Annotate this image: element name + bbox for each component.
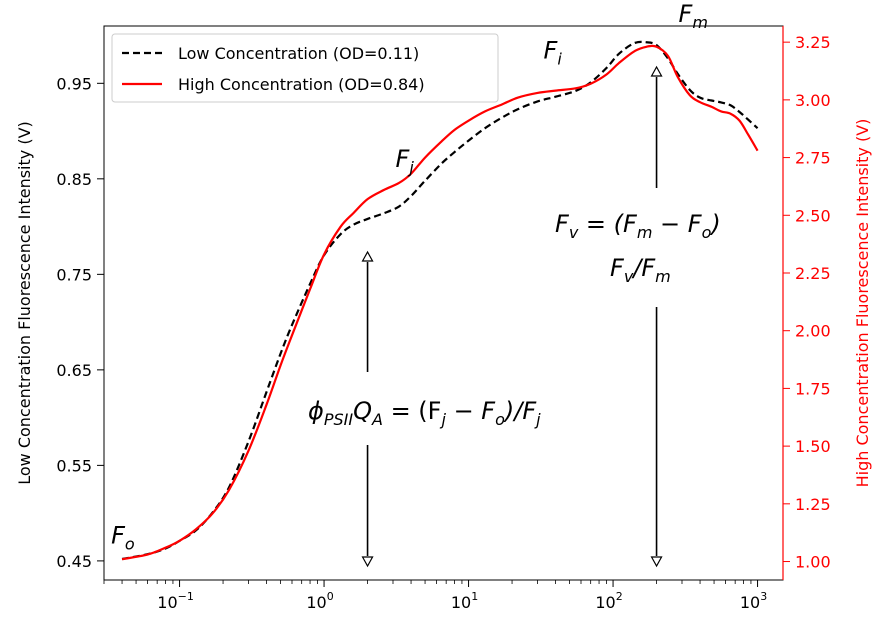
legend-label-high: High Concentration (OD=0.84) [178,75,425,94]
x-tick-label: 103 [740,590,767,612]
right-y-tick-label: 1.00 [795,553,831,572]
arrow-head [361,556,374,568]
legend-label-low: Low Concentration (OD=0.11) [178,44,419,63]
right-y-tick-label: 3.25 [795,33,831,52]
legend: Low Concentration (OD=0.11) High Concent… [111,33,499,103]
phi-psii-equation: ϕPSIIQA = (Fj − Fo)/Fj [308,397,541,429]
x-tick-label: 101 [451,590,478,612]
arrow-head [650,65,663,77]
arrow-head [361,250,374,262]
fv-fm-ratio: Fv/Fm [610,254,671,286]
right-y-tick-label: 3.00 [795,91,831,110]
annotation-arrows [361,65,663,568]
right-y-axis-title: High Concentration Fluorescence Intensit… [853,119,872,488]
arrow-head [650,556,663,568]
right-y-tick-label: 2.00 [795,322,831,341]
right-y-tick-label: 2.50 [795,206,831,225]
point-labels: Fo Fj Fi Fm [111,0,708,553]
legend-box [111,33,499,103]
label-fm: Fm [679,0,708,32]
right-y-axis-ticks: 1.00 1.25 1.50 1.75 2.00 2.25 2.50 2.75 3.00 3.25 [782,26,831,580]
x-tick-label: 102 [595,590,622,612]
right-y-tick-label: 1.75 [795,379,831,398]
left-y-axis-title: Low Concentration Fluorescence Intensity… [15,121,34,485]
left-y-tick-label: 0.55 [56,456,92,475]
label-fj: Fj [396,145,415,177]
right-y-tick-label: 2.75 [795,149,831,168]
right-y-tick-label: 1.25 [795,495,831,514]
label-fi: Fi [544,37,563,69]
x-tick-label: 100 [306,590,333,612]
fv-equation: Fv = (Fm − Fo) [555,210,721,242]
x-tick-label: 10−1 [157,590,194,612]
left-y-tick-label: 0.95 [56,74,92,93]
left-y-axis-ticks: 0.45 0.55 0.65 0.75 0.85 0.95 [56,74,104,571]
left-y-tick-label: 0.45 [56,552,92,571]
left-y-tick-label: 0.85 [56,170,92,189]
series-low-concentration-line [121,40,759,561]
x-axis-ticks: 10−1 100 101 102 103 [103,580,767,612]
right-y-tick-label: 2.25 [795,264,831,283]
label-fo: Fo [111,521,135,553]
left-y-tick-label: 0.65 [56,361,92,380]
series-high-concentration-line [121,44,759,561]
right-y-tick-label: 1.50 [795,437,831,456]
left-y-tick-label: 0.75 [56,265,92,284]
plot-area [121,40,759,561]
